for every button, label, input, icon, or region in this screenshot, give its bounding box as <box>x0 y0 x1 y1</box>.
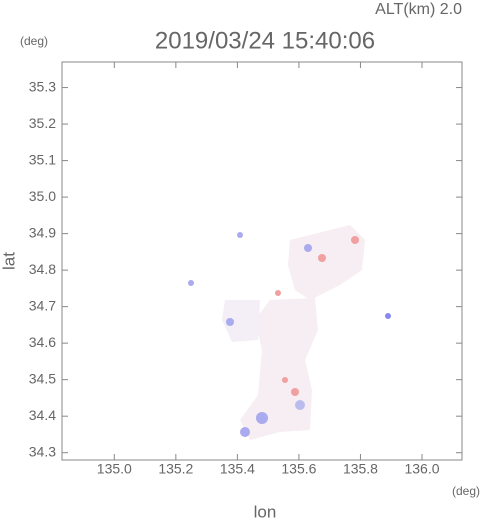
x-tick-label: 135.4 <box>220 461 255 477</box>
y-tick-label: 34.6 <box>29 334 56 350</box>
y-tick-label: 34.3 <box>29 443 56 459</box>
y-tick-label: 34.5 <box>29 370 56 386</box>
echo-cell <box>318 254 326 262</box>
echo-cell <box>240 427 250 437</box>
x-tick-label: 135.0 <box>97 461 132 477</box>
echo-cell <box>188 280 194 286</box>
chart-title: 2019/03/24 15:40:06 <box>155 27 375 54</box>
echo-area <box>222 300 260 342</box>
echo-cell <box>291 388 299 396</box>
x-unit: (deg) <box>452 484 480 498</box>
y-tick-label: 35.3 <box>29 78 56 94</box>
echo-cell <box>256 412 268 424</box>
x-tick-label: 136.0 <box>404 461 439 477</box>
plot-frame <box>61 61 463 461</box>
y-axis-label: lat <box>0 252 18 270</box>
y-tick-label: 35.2 <box>29 115 56 131</box>
y-tick-label: 34.8 <box>29 261 56 277</box>
y-tick-label: 34.7 <box>29 297 56 313</box>
echo-cell <box>237 232 243 238</box>
echo-cell <box>385 313 391 319</box>
y-tick-label: 34.4 <box>29 407 56 423</box>
x-tick-label: 135.2 <box>158 461 193 477</box>
echo-cell <box>282 377 288 383</box>
x-tick-label: 135.8 <box>343 461 378 477</box>
echo-cell <box>351 236 359 244</box>
x-axis-label: lon <box>254 502 277 521</box>
echo-field <box>188 225 391 440</box>
x-tick-label: 135.6 <box>281 461 316 477</box>
echo-area <box>288 225 365 300</box>
echo-cell <box>226 318 234 326</box>
echo-cell <box>304 244 312 252</box>
y-tick-label: 35.1 <box>29 151 56 167</box>
y-tick-label: 34.9 <box>29 224 56 240</box>
altitude-label: ALT(km) 2.0 <box>375 1 462 18</box>
y-unit: (deg) <box>20 34 48 48</box>
y-tick-label: 35.0 <box>29 188 56 204</box>
echo-cell <box>295 400 305 410</box>
echo-cell <box>275 290 281 296</box>
